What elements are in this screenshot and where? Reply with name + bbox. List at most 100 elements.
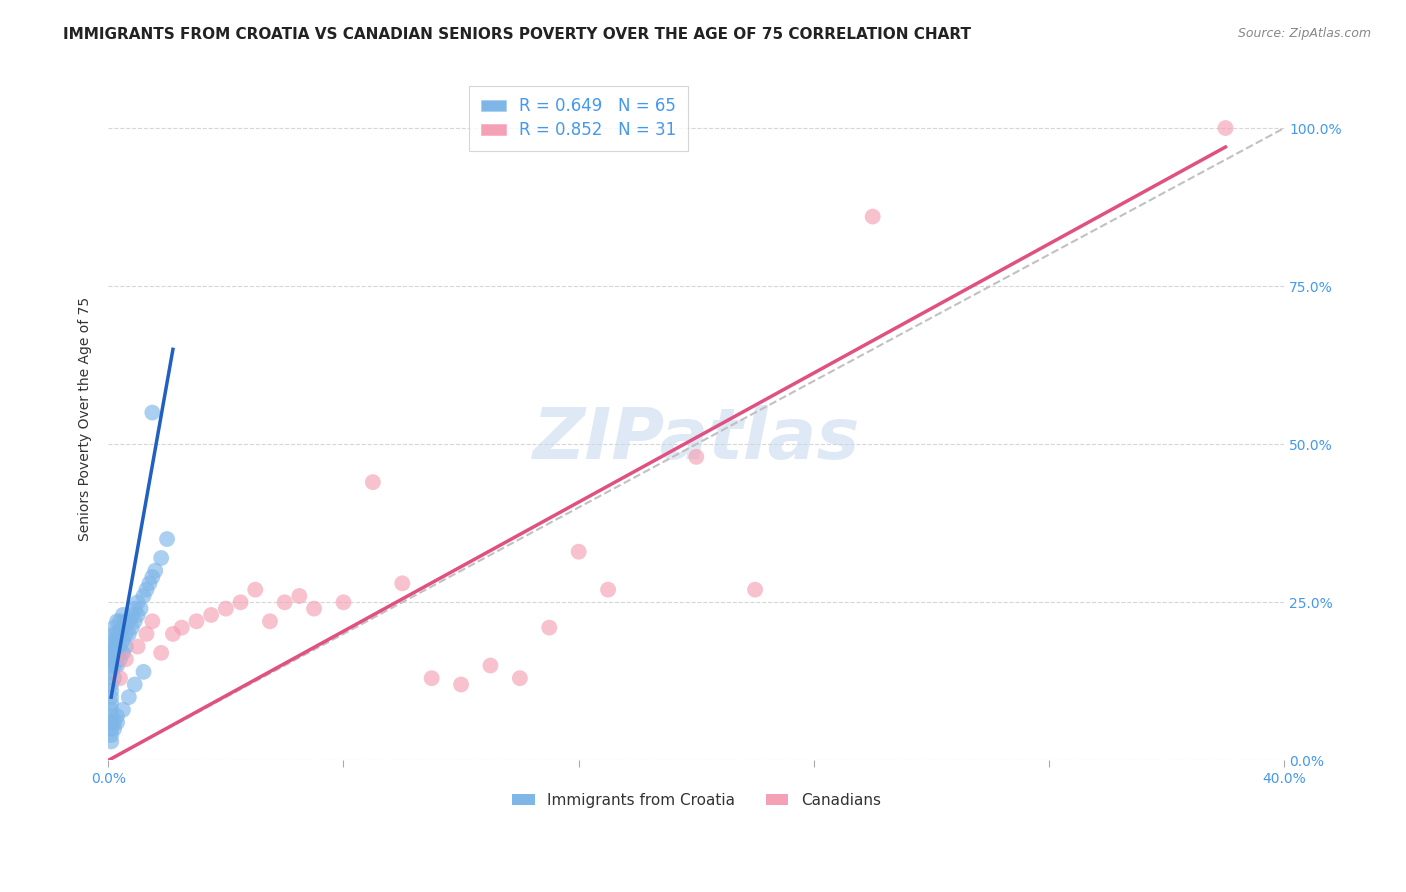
- Point: [1215, 121, 1237, 136]
- Point: [170, 621, 193, 635]
- Point: [108, 652, 131, 666]
- Y-axis label: Seniors Poverty Over the Age of 75: Seniors Poverty Over the Age of 75: [79, 297, 93, 541]
- Point: [100, 677, 122, 691]
- Point: [391, 576, 413, 591]
- Point: [103, 658, 125, 673]
- Point: [200, 607, 222, 622]
- Point: [105, 633, 128, 648]
- Point: [229, 595, 252, 609]
- Point: [685, 450, 707, 464]
- Point: [111, 633, 134, 648]
- Point: [115, 640, 138, 654]
- Point: [127, 607, 149, 622]
- Point: [103, 722, 125, 736]
- Point: [420, 671, 443, 685]
- Point: [132, 665, 155, 679]
- Point: [302, 601, 325, 615]
- Point: [100, 690, 122, 705]
- Point: [127, 595, 149, 609]
- Point: [100, 728, 122, 742]
- Point: [100, 734, 122, 748]
- Point: [568, 545, 591, 559]
- Point: [103, 652, 125, 666]
- Point: [108, 627, 131, 641]
- Point: [105, 646, 128, 660]
- Point: [141, 570, 163, 584]
- Point: [118, 614, 141, 628]
- Point: [538, 621, 561, 635]
- Point: [115, 652, 138, 666]
- Point: [121, 621, 143, 635]
- Point: [135, 627, 157, 641]
- Point: [141, 406, 163, 420]
- Point: [111, 621, 134, 635]
- Text: IMMIGRANTS FROM CROATIA VS CANADIAN SENIORS POVERTY OVER THE AGE OF 75 CORRELATI: IMMIGRANTS FROM CROATIA VS CANADIAN SENI…: [63, 27, 972, 42]
- Point: [186, 614, 208, 628]
- Point: [862, 210, 884, 224]
- Point: [215, 601, 238, 615]
- Point: [744, 582, 766, 597]
- Point: [100, 658, 122, 673]
- Point: [118, 627, 141, 641]
- Point: [273, 595, 295, 609]
- Point: [100, 640, 122, 654]
- Point: [100, 683, 122, 698]
- Point: [596, 582, 619, 597]
- Point: [103, 627, 125, 641]
- Text: ZIPatlas: ZIPatlas: [533, 405, 860, 474]
- Point: [138, 576, 160, 591]
- Point: [100, 703, 122, 717]
- Point: [509, 671, 531, 685]
- Point: [105, 709, 128, 723]
- Point: [141, 614, 163, 628]
- Point: [100, 722, 122, 736]
- Point: [108, 671, 131, 685]
- Point: [129, 601, 152, 615]
- Text: Source: ZipAtlas.com: Source: ZipAtlas.com: [1237, 27, 1371, 40]
- Point: [105, 614, 128, 628]
- Point: [150, 551, 173, 566]
- Point: [100, 665, 122, 679]
- Point: [288, 589, 311, 603]
- Point: [143, 564, 166, 578]
- Point: [103, 621, 125, 635]
- Point: [118, 690, 141, 705]
- Point: [111, 646, 134, 660]
- Point: [124, 677, 146, 691]
- Point: [103, 715, 125, 730]
- Point: [124, 601, 146, 615]
- Point: [150, 646, 173, 660]
- Point: [105, 715, 128, 730]
- Point: [100, 646, 122, 660]
- Point: [100, 709, 122, 723]
- Point: [259, 614, 281, 628]
- Point: [105, 658, 128, 673]
- Point: [115, 627, 138, 641]
- Point: [132, 589, 155, 603]
- Point: [105, 627, 128, 641]
- Point: [361, 475, 384, 490]
- Point: [105, 640, 128, 654]
- Point: [111, 607, 134, 622]
- Legend: Immigrants from Croatia, Canadians: Immigrants from Croatia, Canadians: [506, 787, 887, 814]
- Point: [108, 614, 131, 628]
- Point: [115, 614, 138, 628]
- Point: [127, 640, 149, 654]
- Point: [103, 633, 125, 648]
- Point: [135, 582, 157, 597]
- Point: [121, 607, 143, 622]
- Point: [332, 595, 354, 609]
- Point: [111, 703, 134, 717]
- Point: [450, 677, 472, 691]
- Point: [103, 671, 125, 685]
- Point: [124, 614, 146, 628]
- Point: [479, 658, 502, 673]
- Point: [103, 646, 125, 660]
- Point: [108, 640, 131, 654]
- Point: [162, 627, 184, 641]
- Point: [100, 715, 122, 730]
- Point: [245, 582, 267, 597]
- Point: [156, 532, 179, 546]
- Point: [100, 652, 122, 666]
- Point: [103, 640, 125, 654]
